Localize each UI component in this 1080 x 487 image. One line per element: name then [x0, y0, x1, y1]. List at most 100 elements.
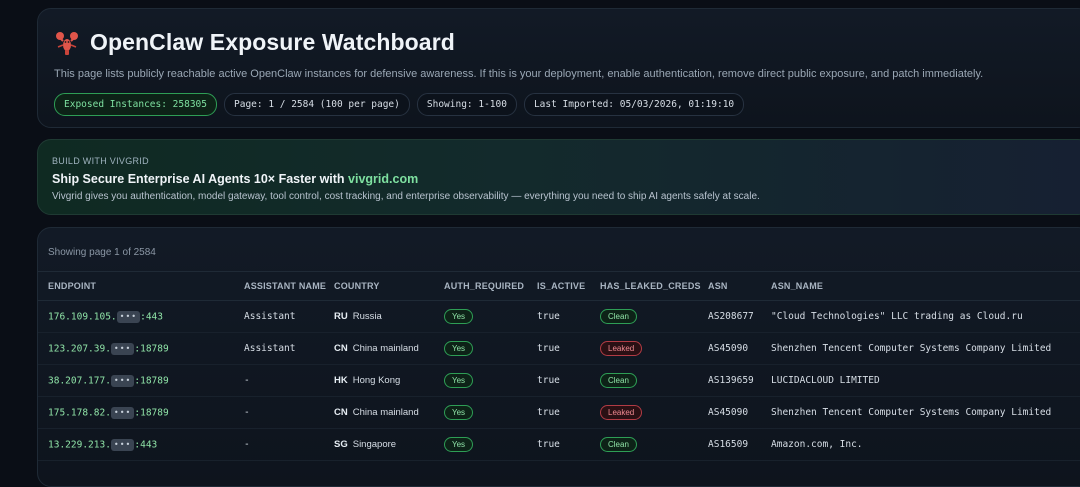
- endpoint-port: :18789: [134, 375, 169, 386]
- endpoint-port: :18789: [134, 407, 169, 418]
- endpoint-prefix: 123.207.39.: [48, 343, 111, 354]
- masked-octet: •••: [110, 406, 135, 419]
- col-has-leaked-creds[interactable]: HAS_LEAKED_CREDS: [600, 271, 708, 301]
- endpoint-cell[interactable]: 123.207.39. •••:18789: [38, 332, 244, 365]
- endpoint-prefix: 13.229.213.: [48, 439, 111, 450]
- is-active-cell: true: [537, 332, 600, 365]
- leaked-creds-cell: Clean: [600, 364, 708, 397]
- promo-banner[interactable]: BUILD WITH VIVGRID Ship Secure Enterpris…: [37, 139, 1080, 215]
- auth-badge: Yes: [444, 309, 474, 324]
- assistant-name-cell: -: [244, 396, 334, 429]
- auth-badge: Yes: [444, 437, 474, 452]
- auth-badge: Yes: [444, 373, 474, 388]
- promo-title-text: Ship Secure Enterprise AI Agents 10× Fas…: [52, 172, 349, 186]
- asn-cell: AS208677: [708, 300, 771, 333]
- endpoint-prefix: 176.109.105.: [48, 311, 117, 322]
- leaked-creds-cell: Clean: [600, 428, 708, 461]
- auth-required-cell: Yes: [444, 332, 537, 365]
- table-row: 175.178.82. •••:18789 - CN China mainland …: [38, 396, 1080, 429]
- stats-pills: Exposed Instances: 258305 Page: 1 / 2584…: [54, 93, 745, 116]
- asn-name-cell: Shenzhen Tencent Computer Systems Compan…: [771, 396, 1080, 429]
- leaked-badge: Leaked: [600, 405, 643, 420]
- auth-badge: Yes: [444, 405, 474, 420]
- asn-cell: AS16509: [708, 428, 771, 461]
- col-endpoint[interactable]: ENDPOINT: [38, 271, 244, 301]
- promo-description: Vivgrid gives you authentication, model …: [52, 191, 760, 202]
- assistant-name-cell: -: [244, 428, 334, 461]
- endpoint-port: :443: [140, 311, 163, 322]
- asn-cell: AS139659: [708, 364, 771, 397]
- country-cell: CN China mainland: [334, 396, 444, 429]
- is-active-cell: true: [537, 364, 600, 397]
- country-cell: RU Russia: [334, 300, 444, 333]
- col-country[interactable]: COUNTRY: [334, 271, 444, 301]
- country-cell: CN China mainland: [334, 332, 444, 365]
- endpoint-cell[interactable]: 175.178.82. •••:18789: [38, 396, 244, 429]
- assistant-name-cell: -: [244, 364, 334, 397]
- asn-cell: AS45090: [708, 332, 771, 365]
- auth-required-cell: Yes: [444, 428, 537, 461]
- auth-required-cell: Yes: [444, 300, 537, 333]
- col-is-active[interactable]: IS_ACTIVE: [537, 271, 600, 301]
- asn-name-cell: LUCIDACLOUD LIMITED: [771, 364, 1080, 397]
- masked-octet: •••: [110, 374, 135, 387]
- asn-name-cell: "Cloud Technologies" LLC trading as Clou…: [771, 300, 1080, 333]
- masked-octet: •••: [110, 342, 135, 355]
- auth-required-cell: Yes: [444, 364, 537, 397]
- is-active-cell: true: [537, 300, 600, 333]
- leaked-badge: Clean: [600, 309, 637, 324]
- country-cell: SG Singapore: [334, 428, 444, 461]
- endpoint-cell[interactable]: 13.229.213. •••:443: [38, 428, 244, 461]
- is-active-cell: true: [537, 396, 600, 429]
- exposed-instances-pill: Exposed Instances: 258305: [54, 93, 217, 116]
- table-header-row: ENDPOINT ASSISTANT NAME COUNTRY AUTH_REQ…: [38, 271, 1080, 301]
- leaked-creds-cell: Leaked: [600, 396, 708, 429]
- masked-octet: •••: [116, 310, 141, 323]
- leaked-badge: Leaked: [600, 341, 643, 356]
- vivgrid-link[interactable]: vivgrid.com: [348, 172, 419, 186]
- col-asn-name[interactable]: ASN_NAME: [771, 271, 1080, 301]
- instances-table: ENDPOINT ASSISTANT NAME COUNTRY AUTH_REQ…: [38, 271, 1080, 461]
- page-info: Showing page 1 of 2584: [48, 247, 156, 258]
- endpoint-prefix: 175.178.82.: [48, 407, 111, 418]
- auth-required-cell: Yes: [444, 396, 537, 429]
- country-code: SG: [334, 439, 348, 450]
- asn-name-cell: Amazon.com, Inc.: [771, 428, 1080, 461]
- leaked-badge: Clean: [600, 373, 637, 388]
- promo-title: Ship Secure Enterprise AI Agents 10× Fas…: [52, 172, 418, 186]
- auth-badge: Yes: [444, 341, 474, 356]
- leaked-creds-cell: Leaked: [600, 332, 708, 365]
- title-row: OpenClaw Exposure Watchboard: [54, 29, 455, 56]
- country-cell: HK Hong Kong: [334, 364, 444, 397]
- country-code: CN: [334, 407, 348, 418]
- is-active-cell: true: [537, 428, 600, 461]
- country-code: HK: [334, 375, 348, 386]
- last-imported-pill: Last Imported: 05/03/2026, 01:19:10: [523, 93, 745, 116]
- leaked-creds-cell: Clean: [600, 300, 708, 333]
- table-row: 13.229.213. •••:443 - SG Singapore Yes tru…: [38, 428, 1080, 461]
- showing-pill: Showing: 1-100: [416, 93, 517, 116]
- country-name: China mainland: [352, 407, 419, 418]
- instances-table-card: Showing page 1 of 2584 ENDPOINT ASSISTAN…: [37, 227, 1080, 487]
- asn-name-cell: Shenzhen Tencent Computer Systems Compan…: [771, 332, 1080, 365]
- page-description: This page lists publicly reachable activ…: [54, 68, 984, 80]
- endpoint-cell[interactable]: 38.207.177. •••:18789: [38, 364, 244, 397]
- promo-kicker: BUILD WITH VIVGRID: [52, 156, 149, 166]
- assistant-name-cell: Assistant: [244, 300, 334, 333]
- table-row: 123.207.39. •••:18789 Assistant CN China m…: [38, 332, 1080, 365]
- col-assistant-name[interactable]: ASSISTANT NAME: [244, 271, 334, 301]
- lobster-icon: [56, 31, 78, 55]
- header-card: OpenClaw Exposure Watchboard This page l…: [37, 8, 1080, 128]
- endpoint-port: :18789: [134, 343, 169, 354]
- masked-octet: •••: [110, 438, 135, 451]
- endpoint-cell[interactable]: 176.109.105. •••:443: [38, 300, 244, 333]
- assistant-name-cell: Assistant: [244, 332, 334, 365]
- country-name: Singapore: [352, 439, 397, 450]
- col-auth-required[interactable]: AUTH_REQUIRED: [444, 271, 537, 301]
- table-row: 38.207.177. •••:18789 - HK Hong Kong Yes t…: [38, 364, 1080, 397]
- country-name: Russia: [352, 311, 382, 322]
- endpoint-prefix: 38.207.177.: [48, 375, 111, 386]
- col-asn[interactable]: ASN: [708, 271, 771, 301]
- country-name: Hong Kong: [352, 375, 401, 386]
- country-code: CN: [334, 343, 348, 354]
